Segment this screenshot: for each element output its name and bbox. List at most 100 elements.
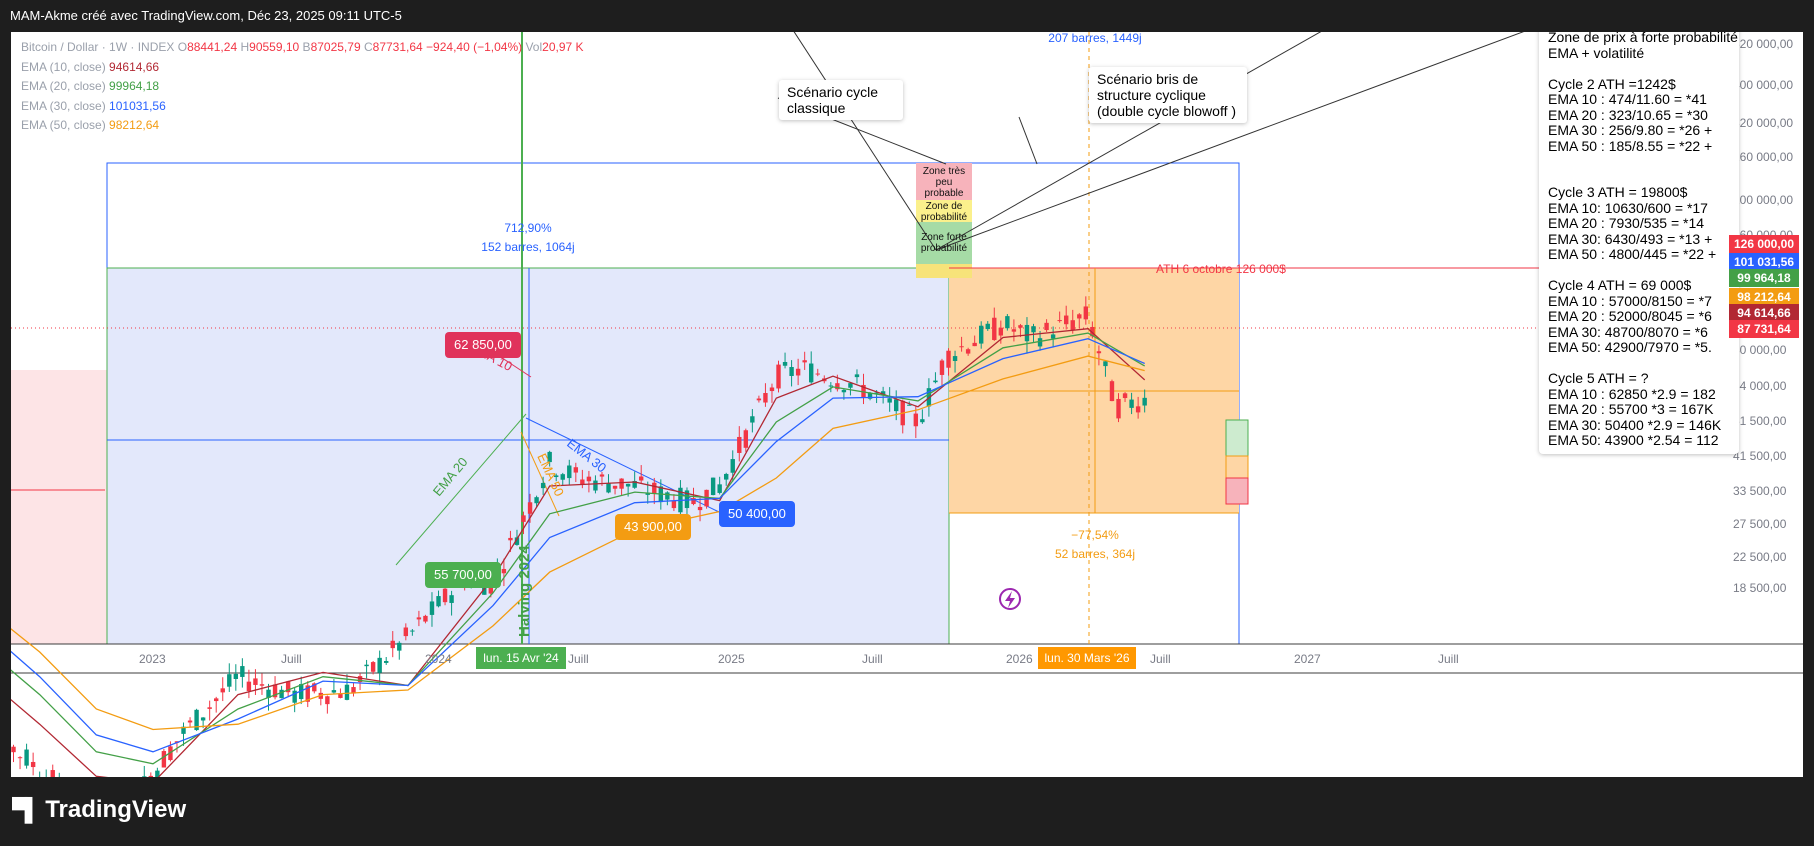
- callout-structure-break[interactable]: Scénario bris de structure cyclique (dou…: [1089, 67, 1247, 123]
- ema30-tag[interactable]: 50 400,00: [719, 501, 795, 527]
- candle-body: [30, 761, 36, 768]
- candle-body: [436, 596, 441, 607]
- candle-body: [848, 383, 853, 388]
- candle-body: [946, 350, 951, 368]
- candle-body: [285, 681, 291, 693]
- zone-top-rect: [916, 264, 972, 278]
- candle-body: [887, 398, 892, 403]
- candle-body: [782, 361, 788, 366]
- candle-body: [1135, 406, 1141, 413]
- legend-ema50[interactable]: EMA (50, close) 98212,64: [21, 118, 160, 132]
- ema10-tag[interactable]: 62 850,00: [445, 332, 521, 358]
- info-box-cycles[interactable]: Zone de prix à forte probabilité EMA + vo…: [1539, 32, 1739, 454]
- price-badge[interactable]: 99 964,18: [1729, 269, 1799, 287]
- time-axis-label: Juill: [862, 652, 883, 666]
- candle-body: [292, 690, 297, 703]
- ema-line-3: [11, 338, 1145, 753]
- measure2-bars: 207 barres, 1449j: [1048, 32, 1141, 45]
- info-box-line: Cycle 2 ATH =1242$: [1548, 75, 1676, 92]
- tradingview-logo[interactable]: ▀▌ TradingView: [12, 796, 186, 824]
- candle-body: [959, 346, 964, 348]
- candle-body: [612, 485, 618, 489]
- info-box-line: Zone de prix à forte probabilité: [1548, 32, 1738, 45]
- candle-body: [1096, 351, 1102, 354]
- chart-area[interactable]: 712,90% 152 barres, 1064j 207 barres, 1449…: [11, 32, 1803, 777]
- time-axis-label: 2023: [139, 652, 166, 666]
- candle-body: [769, 387, 775, 392]
- price-axis-label: 64 000,00: [1733, 379, 1787, 393]
- candle-body: [214, 698, 219, 702]
- time-axis-label: 2027: [1294, 652, 1321, 666]
- legend-symbol[interactable]: Bitcoin / Dollar · 1W · INDEX: [21, 40, 175, 54]
- candle-body: [1142, 397, 1147, 406]
- chart-canvas[interactable]: 712,90% 152 barres, 1064j 207 barres, 1449…: [11, 32, 1803, 777]
- measure1-bars: 152 barres, 1064j: [481, 240, 574, 254]
- candle-body: [194, 709, 199, 731]
- candle-body: [593, 480, 598, 491]
- info-box-line: [1548, 154, 1739, 170]
- candle-body: [259, 684, 265, 686]
- info-box-line: EMA 10: 10630/600 = *17: [1548, 199, 1708, 216]
- price-badge[interactable]: 94 614,66: [1729, 304, 1799, 322]
- candle-body: [1103, 361, 1108, 367]
- candle-body: [985, 323, 990, 330]
- candle-body: [187, 720, 193, 723]
- candle-body: [357, 676, 363, 683]
- ema20-tag[interactable]: 55 700,00: [425, 562, 501, 588]
- legend-ema10[interactable]: EMA (10, close) 94614,66: [21, 59, 160, 74]
- price-badge[interactable]: 101 031,56: [1729, 253, 1799, 271]
- ema20-guide: [395, 413, 527, 566]
- callout-classic-cycle[interactable]: Scénario cycle classique: [779, 80, 903, 120]
- price-axis-label: 41 500,00: [1733, 449, 1787, 463]
- info-box-line: Cycle 3 ATH = 19800$: [1548, 184, 1688, 200]
- time-axis-label: Juill: [568, 652, 589, 666]
- candle-body: [619, 478, 624, 489]
- candle-body: [299, 684, 304, 700]
- zone-low-rect: [916, 163, 972, 200]
- candle-body: [625, 483, 631, 487]
- candle-body: [737, 436, 742, 453]
- candle-body: [17, 757, 23, 759]
- price-axis-label: 51 500,00: [1733, 414, 1787, 428]
- info-box-line: EMA 50: 43900 *2.54 = 112: [1548, 432, 1719, 448]
- candle-body: [979, 325, 984, 344]
- candle-body: [148, 775, 154, 777]
- legend-ema30[interactable]: EMA (30, close) 101031,56: [21, 98, 166, 113]
- info-box-line: EMA 10 : 57000/8150 = *7: [1548, 292, 1712, 309]
- candle-body: [763, 393, 768, 403]
- price-badge[interactable]: 126 000,00: [1729, 235, 1799, 253]
- candle-body: [312, 683, 317, 692]
- candle-body: [1083, 306, 1089, 320]
- candle-body: [632, 480, 637, 488]
- red-zone-left: [11, 370, 107, 644]
- price-badge[interactable]: 87 731,64: [1729, 320, 1799, 338]
- candle-body: [240, 666, 245, 677]
- candle-body: [998, 327, 1004, 336]
- zone-mid-rect: [916, 200, 972, 222]
- candle-body: [370, 662, 376, 672]
- price-badge[interactable]: 98 212,64: [1729, 288, 1799, 306]
- ema-line-4: [11, 355, 1145, 731]
- legend-ema20[interactable]: EMA (20, close) 99964,18: [21, 79, 160, 93]
- candle-body: [724, 473, 729, 480]
- ema50-tag[interactable]: 43 900,00: [615, 514, 691, 540]
- time-badge[interactable]: lun. 30 Mars '26: [1038, 647, 1136, 669]
- candle-body: [11, 746, 16, 753]
- candle-body: [907, 404, 912, 406]
- candles-group: [11, 296, 1147, 777]
- candle-body: [514, 537, 520, 545]
- candle-body: [652, 482, 657, 494]
- candle-body: [795, 368, 801, 376]
- time-axis-label: Juill: [281, 652, 302, 666]
- candle-body: [567, 465, 572, 479]
- info-box-line: [1548, 263, 1739, 279]
- price-axis-label: 320 000,00: [1733, 116, 1794, 130]
- candle-body: [861, 384, 866, 398]
- candle-body: [756, 398, 762, 401]
- price-axis-label: 22 500,00: [1733, 550, 1787, 564]
- time-badge[interactable]: lun. 15 Avr '24: [476, 647, 566, 669]
- candle-body: [835, 383, 840, 390]
- time-axis-label: 2025: [718, 652, 745, 666]
- connector-diag-3: [935, 32, 1524, 251]
- candle-body: [874, 392, 879, 394]
